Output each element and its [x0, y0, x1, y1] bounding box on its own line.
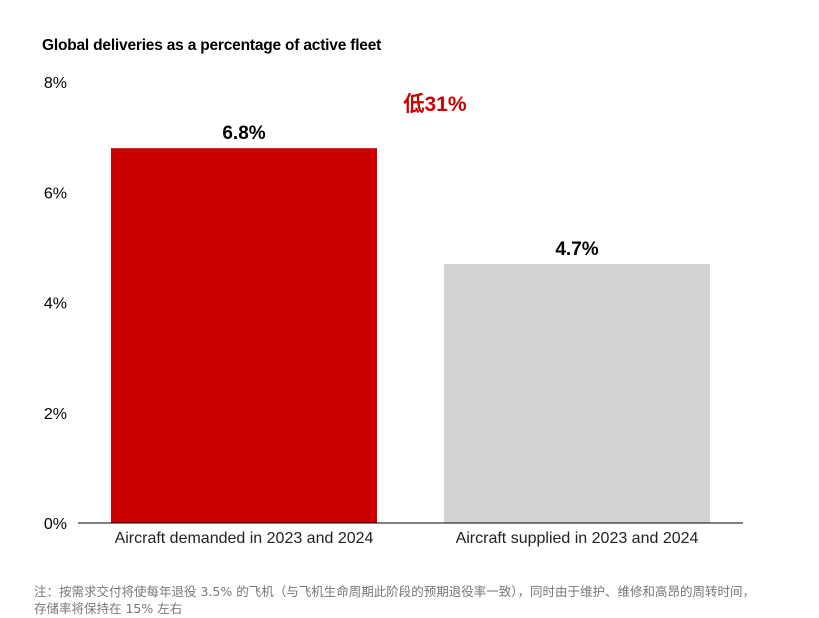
y-axis: 0% 2% 4% 6% 8%	[44, 75, 67, 533]
y-tick-label: 0%	[44, 516, 67, 533]
y-tick-label: 8%	[44, 75, 67, 92]
bar-chart: 0% 2% 4% 6% 8% 6.8% 4.7% Aircraft demanded in…	[44, 75, 743, 547]
x-axis-labels: Aircraft demanded in 2023 and 2024 Aircra…	[115, 530, 699, 547]
y-tick-label: 2%	[44, 406, 67, 423]
bar	[444, 263, 710, 523]
bars: 6.8% 4.7%	[111, 123, 710, 523]
x-tick-label: Aircraft demanded in 2023 and 2024	[115, 530, 374, 547]
difference-annotation: 低31%	[402, 92, 466, 116]
bar-value-label: 6.8%	[222, 123, 265, 144]
bar-value-label: 4.7%	[555, 239, 598, 260]
y-tick-label: 4%	[44, 296, 67, 313]
bar	[111, 148, 377, 523]
footnote: 注：按需求交付将使每年退役 3.5% 的飞机（与飞机生命周期此阶段的预期退役率一…	[34, 584, 755, 616]
y-tick-label: 6%	[44, 185, 67, 202]
chart-title: Global deliveries as a percentage of act…	[42, 37, 382, 54]
x-tick-label: Aircraft supplied in 2023 and 2024	[456, 530, 699, 547]
